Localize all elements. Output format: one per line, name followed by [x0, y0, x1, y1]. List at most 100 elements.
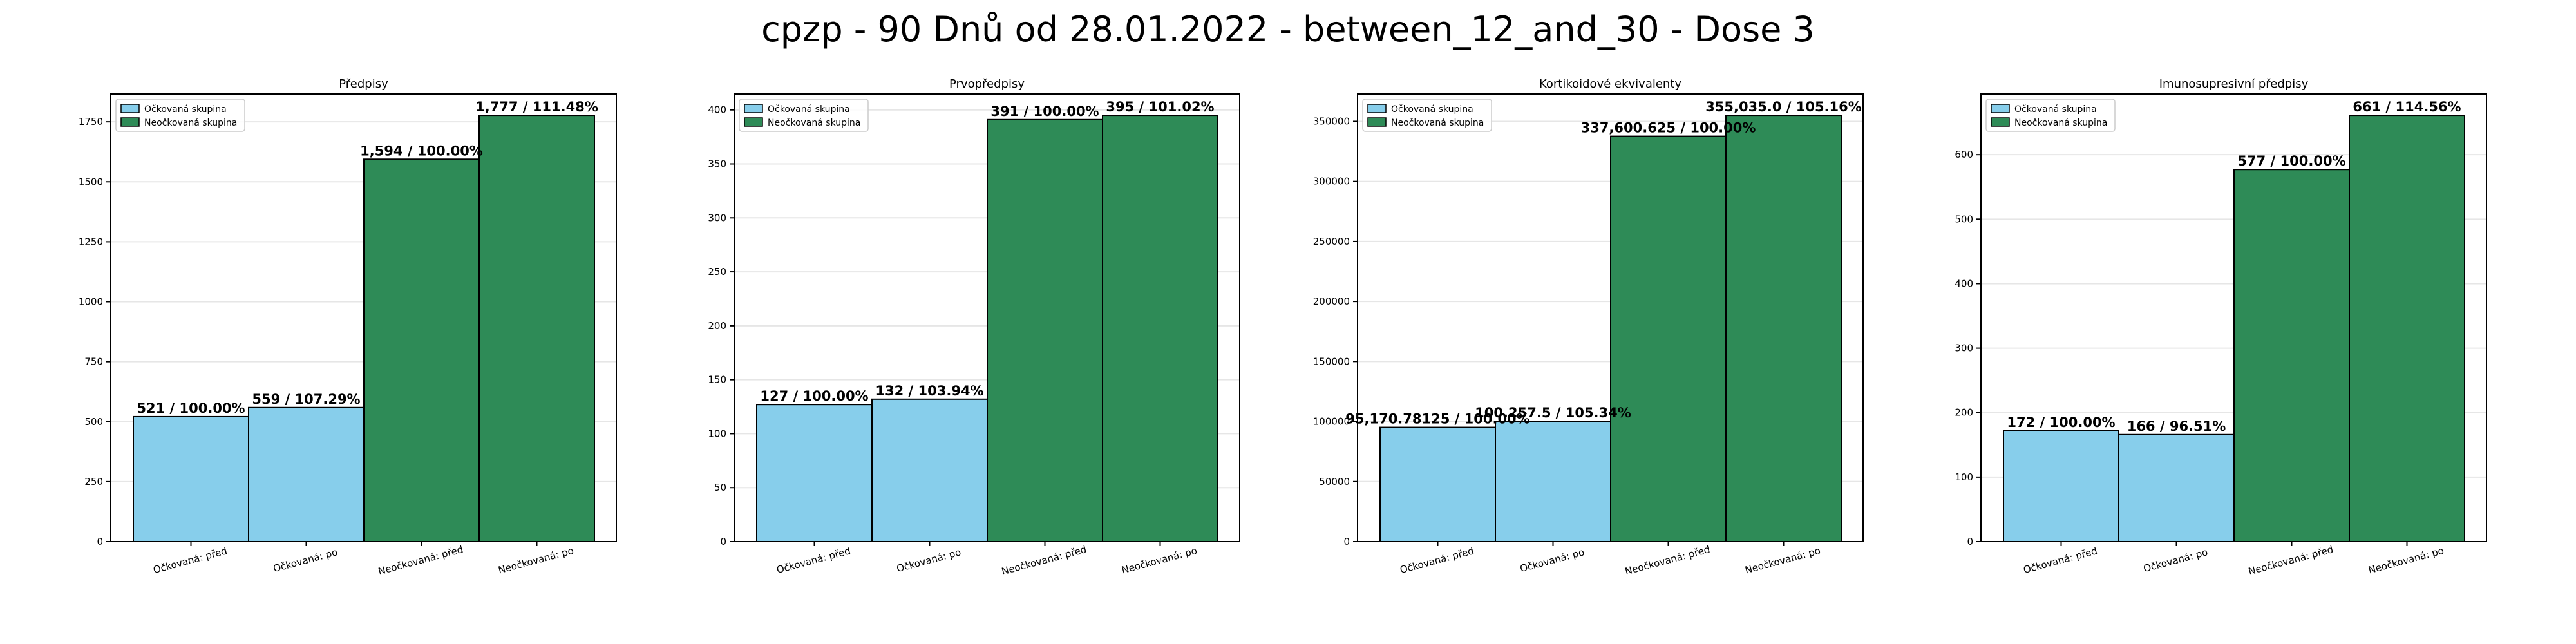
bar-value-label: 172 / 100.00%: [2007, 415, 2115, 430]
bar: [2349, 115, 2465, 543]
bar-value-label: 661 / 114.56%: [2353, 99, 2461, 115]
legend-swatch: [120, 117, 140, 127]
x-tick-label: Očkovaná: po: [2142, 546, 2209, 574]
y-tick-label: 500: [1955, 213, 1973, 225]
y-tick-label: 0: [97, 536, 103, 547]
bar-value-label: 391 / 100.00%: [990, 104, 1099, 119]
chart-panel: 127 / 100.00% 132 / 103.94% 391 / 100.00% 3…: [708, 77, 1240, 577]
y-tick-label: 500: [84, 416, 103, 428]
subplot-title: Imunosupresivní předpisy: [2159, 77, 2309, 91]
subplot-title: Kortikoidové ekvivalenty: [1539, 77, 1681, 91]
y-tick-label: 250000: [1313, 236, 1350, 247]
legend-label: Očkovaná skupina: [768, 104, 850, 115]
x-tick-label: Očkovaná: po: [272, 546, 339, 574]
bar-value-label: 95,170.78125 / 100.00%: [1345, 412, 1530, 427]
x-tick-label: Neočkovaná: po: [1744, 545, 1822, 576]
bar: [1610, 135, 1727, 543]
bar: [871, 398, 988, 543]
y-tick-label: 0: [1967, 536, 1973, 547]
y-tick-label: 300: [1955, 343, 1973, 354]
chart-panel: 95,170.78125 / 100.00%100,257.5 / 105.34…: [1313, 77, 1864, 578]
axes-frame: [1357, 93, 1864, 542]
legend: Očkovaná skupina Neočkovaná skupina: [1985, 99, 2116, 132]
x-tick-label: Neočkovaná: po: [497, 545, 575, 576]
legend-label: Neočkovaná skupina: [768, 118, 860, 128]
x-tick-label: Neočkovaná: před: [1000, 544, 1088, 578]
y-tick-label: 350: [708, 158, 726, 170]
y-tick-label: 300: [708, 212, 726, 223]
x-tick-label: Očkovaná: po: [1519, 546, 1586, 574]
chart-panel: 172 / 100.00% 166 / 96.51% 577 / 100.00% 66…: [1955, 77, 2487, 578]
bar-value-label: 132 / 103.94%: [875, 383, 983, 399]
y-tick-label: 300000: [1313, 176, 1350, 187]
y-tick-label: 1750: [79, 116, 103, 128]
bar-value-label: 337,600.625 / 100.00%: [1581, 120, 1756, 136]
legend-box: [115, 99, 245, 132]
bar: [1725, 115, 1842, 543]
legend-label: Neočkovaná skupina: [2014, 118, 2107, 128]
y-tick-label: 50: [714, 482, 726, 493]
y-tick-label: 250: [708, 266, 726, 278]
bar: [2003, 430, 2119, 543]
bar: [133, 415, 249, 542]
bar: [1379, 426, 1496, 543]
legend-label: Očkovaná skupina: [144, 104, 227, 115]
bar-value-label: 166 / 96.51%: [2127, 419, 2226, 434]
y-tick-label: 600: [1955, 149, 1973, 160]
y-tick-label: 150: [708, 374, 726, 386]
x-tick-label: Očkovaná: před: [775, 545, 852, 576]
bar-value-label: 355,035.0 / 105.16%: [1705, 99, 1862, 115]
legend: Očkovaná skupina Neočkovaná skupina: [739, 99, 869, 132]
bar-value-label: 559 / 107.29%: [252, 392, 360, 407]
bar-value-label: 1,777 / 111.48%: [475, 99, 598, 115]
y-tick-label: 150000: [1313, 355, 1350, 367]
x-tick-label: Neočkovaná: před: [377, 544, 464, 578]
bar: [2118, 433, 2235, 542]
legend-label: Neočkovaná skupina: [144, 118, 237, 128]
legend-label: Neočkovaná skupina: [1391, 118, 1484, 128]
legend-box: [1362, 99, 1492, 132]
subplot-title: Prvopředpisy: [949, 77, 1025, 91]
y-tick-label: 100: [1955, 471, 1973, 483]
y-tick-label: 1000: [79, 296, 103, 308]
bar: [248, 406, 365, 543]
axes-frame: [734, 93, 1240, 542]
legend-swatch: [744, 104, 763, 113]
subplot-title: Předpisy: [339, 77, 388, 91]
axes-frame: [1980, 93, 2487, 542]
y-tick-label: 750: [84, 356, 103, 368]
y-tick-label: 200000: [1313, 296, 1350, 307]
x-tick-label: Neočkovaná: před: [1624, 544, 1711, 578]
legend: Očkovaná skupina Neočkovaná skupina: [1362, 99, 1492, 132]
x-tick-label: Očkovaná: před: [2022, 545, 2099, 576]
x-tick-label: Neočkovaná: před: [2247, 544, 2334, 578]
y-tick-label: 50000: [1319, 476, 1350, 488]
y-tick-label: 0: [720, 536, 726, 547]
bar: [1495, 421, 1611, 542]
bar-value-label: 395 / 101.02%: [1106, 99, 1214, 115]
legend-swatch: [1991, 117, 2010, 127]
bar: [363, 158, 480, 542]
legend-box: [739, 99, 869, 132]
legend-swatch: [1367, 117, 1387, 127]
y-tick-label: 100: [708, 428, 726, 439]
legend-swatch: [744, 117, 763, 127]
x-tick-label: Očkovaná: před: [1399, 545, 1475, 576]
y-tick-label: 250: [84, 476, 103, 488]
chart-panel: 521 / 100.00% 559 / 107.29% 1,594 / 100.00…: [79, 77, 617, 578]
y-tick-label: 0: [1343, 536, 1350, 547]
y-tick-label: 200: [708, 320, 726, 332]
legend-box: [1985, 99, 2116, 132]
x-tick-label: Očkovaná: před: [152, 545, 229, 576]
bar-value-label: 127 / 100.00%: [760, 388, 868, 404]
bar: [756, 404, 873, 542]
y-tick-label: 400: [708, 104, 726, 116]
y-tick-label: 100000: [1313, 416, 1350, 428]
figure-title: cpzp - 90 Dnů od 28.01.2022 - between_12…: [761, 9, 1815, 50]
y-tick-label: 200: [1955, 407, 1973, 419]
bar-value-label: 577 / 100.00%: [2237, 153, 2345, 169]
bar: [1102, 115, 1218, 543]
legend-label: Očkovaná skupina: [2014, 104, 2097, 115]
y-tick-label: 350000: [1313, 115, 1350, 127]
